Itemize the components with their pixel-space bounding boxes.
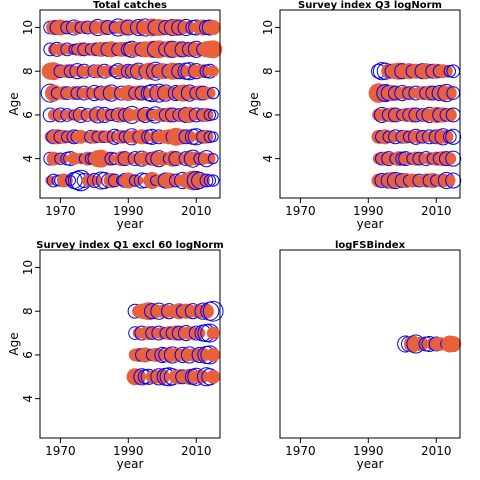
residual-bubble-positive xyxy=(205,19,221,36)
x-tick-label: 1970 xyxy=(285,204,316,218)
y-tick-label: 6 xyxy=(21,351,35,359)
panel-logfsbindex: logFSBindex 1970 1990 2010 year xyxy=(279,240,462,471)
residual-bubble-negative xyxy=(445,150,462,167)
panel-title: Survey index Q1 excl 60 logNorm xyxy=(36,240,223,251)
y-tick-label: 8 xyxy=(261,67,275,75)
y-tick-label: 10 xyxy=(21,20,35,35)
x-tick-label: 1970 xyxy=(45,444,76,458)
residual-bubble-negative xyxy=(207,153,219,165)
y-axis-label: Age xyxy=(7,332,21,355)
y-axis-label: Age xyxy=(247,92,261,115)
panel-survey-q3: Survey index Q3 logNorm 1970 1990 2010 4 6 8 10… xyxy=(247,0,462,231)
residual-bubble-positive xyxy=(204,87,216,99)
x-tick-label: 1970 xyxy=(285,444,316,458)
residual-bubble-positive xyxy=(196,347,210,362)
y-tick-label: 10 xyxy=(261,20,275,35)
bubble-layer xyxy=(397,334,462,354)
x-tick-label: 2010 xyxy=(181,204,212,218)
y-tick-label: 10 xyxy=(21,260,35,275)
panel-survey-q1: Survey index Q1 excl 60 logNorm 1970 1990 2… xyxy=(7,240,224,471)
residual-bubble-positive xyxy=(206,326,220,340)
x-tick-label: 1990 xyxy=(113,204,144,218)
residual-bubble-negative xyxy=(445,172,462,189)
residual-bubble-negative xyxy=(203,108,217,122)
residual-bubble-positive xyxy=(444,174,456,187)
residual-bubble-negative xyxy=(445,128,462,145)
bubble-layer xyxy=(126,300,224,387)
residual-bubble-positive xyxy=(439,129,454,144)
x-tick-label: 1970 xyxy=(45,204,76,218)
residual-bubble-positive xyxy=(182,170,203,191)
x-tick-label: 1990 xyxy=(353,444,384,458)
residual-bubble-positive xyxy=(442,107,457,122)
residual-bubble-positive xyxy=(117,42,132,57)
residual-bubble-negative xyxy=(207,174,220,187)
x-axis-label: year xyxy=(117,457,144,471)
bubble-layer xyxy=(40,18,223,192)
residual-bubble-positive xyxy=(100,151,115,166)
plot-frame xyxy=(39,249,221,439)
residual-bubble-positive xyxy=(104,21,118,34)
residual-bubble-negative xyxy=(202,300,224,322)
x-tick-label: 2010 xyxy=(421,444,452,458)
residual-bubble-negative xyxy=(207,131,219,143)
residual-bubble-positive xyxy=(64,43,77,56)
residual-bubble-positive xyxy=(61,174,73,187)
y-tick-label: 6 xyxy=(21,111,35,119)
residual-bubble-positive xyxy=(445,335,462,353)
residual-bubble-negative xyxy=(203,130,217,143)
residual-bubble-positive xyxy=(193,327,206,339)
x-tick-label: 2010 xyxy=(181,444,212,458)
residual-bubble-positive xyxy=(92,175,103,186)
residual-bubble-positive xyxy=(207,65,219,77)
y-tick-label: 8 xyxy=(21,307,35,315)
plot-frame xyxy=(279,9,461,199)
residual-bubble-positive xyxy=(142,108,156,122)
residual-bubble-positive xyxy=(442,86,457,101)
residual-bubble-negative xyxy=(203,174,217,187)
panel-title: Total catches xyxy=(93,0,167,11)
bubble-layer xyxy=(368,62,462,190)
panel-title: Survey index Q3 logNorm xyxy=(298,0,442,11)
residual-bubble-positive xyxy=(204,40,223,59)
residual-bubble-negative xyxy=(199,173,214,188)
residual-bubble-positive xyxy=(204,152,216,165)
panel-total-catches: Total catches 1970 1990 2010 4 6 8 10 year Age xyxy=(7,0,223,231)
residual-bubble-positive xyxy=(198,303,214,319)
y-tick-label: 4 xyxy=(21,395,35,403)
y-tick-label: 8 xyxy=(21,67,35,75)
plot-frame xyxy=(279,249,461,439)
x-axis-label: year xyxy=(357,217,384,231)
residual-bubble-negative xyxy=(207,86,220,100)
residual-bubble-positive xyxy=(196,173,210,188)
residual-bubble-negative xyxy=(207,109,219,121)
x-tick-label: 1990 xyxy=(113,444,144,458)
y-axis-label: Age xyxy=(7,92,21,115)
x-axis-label: year xyxy=(117,217,144,231)
y-tick-label: 4 xyxy=(21,155,35,163)
plot-frame xyxy=(39,9,221,199)
residual-bubble-positive xyxy=(206,347,221,362)
x-axis-label: year xyxy=(357,457,384,471)
y-tick-label: 4 xyxy=(261,155,275,163)
residual-bubble-positive xyxy=(196,370,210,384)
panel-title: logFSBindex xyxy=(335,240,406,251)
x-tick-label: 1990 xyxy=(353,204,384,218)
y-tick-label: 6 xyxy=(261,111,275,119)
residual-bubble-positive xyxy=(106,66,117,77)
residual-bubble-positive xyxy=(181,368,198,385)
x-tick-label: 2010 xyxy=(421,204,452,218)
residual-bubble-positive xyxy=(206,369,221,384)
